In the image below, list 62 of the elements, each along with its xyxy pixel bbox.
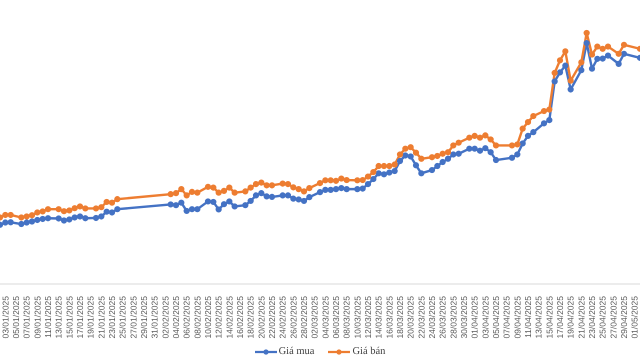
x-tick-label: 29/01/2025 <box>139 296 149 339</box>
x-tick-label: 06/02/2025 <box>182 296 192 339</box>
x-tick-label: 17/04/2025 <box>555 296 565 339</box>
x-tick-label: 22/02/2025 <box>267 296 277 339</box>
x-tick-label: 07/04/2025 <box>502 296 512 339</box>
x-tick-label: 20/03/2025 <box>406 296 416 339</box>
x-tick-label: 03/01/2025 <box>0 296 10 339</box>
x-tick-label: 28/03/2025 <box>448 296 458 339</box>
x-tick-label: 03/04/2025 <box>480 296 490 339</box>
x-tick-label: 22/03/2025 <box>416 296 426 339</box>
legend-label: Giá bán <box>352 346 386 357</box>
x-tick-label: 25/01/2025 <box>118 296 128 339</box>
x-tick-label: 24/03/2025 <box>427 296 437 339</box>
x-tick-label: 04/02/2025 <box>171 296 181 339</box>
x-tick-label: 14/02/2025 <box>224 296 234 339</box>
x-tick-label: 21/04/2025 <box>576 296 586 339</box>
x-tick-label: 21/01/2025 <box>96 296 106 339</box>
x-tick-label: 28/02/2025 <box>299 296 309 339</box>
x-tick-label: 09/04/2025 <box>512 296 522 339</box>
x-tick-label: 15/04/2025 <box>544 296 554 339</box>
x-tick-label: 12/03/2025 <box>363 296 373 339</box>
x-tick-label: 20/02/2025 <box>256 296 266 339</box>
x-tick-label: 16/02/2025 <box>235 296 245 339</box>
x-tick-label: 13/01/2025 <box>54 296 64 339</box>
x-tick-label: 11/04/2025 <box>523 296 533 338</box>
x-tick-label: 23/04/2025 <box>587 296 597 339</box>
x-tick-label: 17/01/2025 <box>75 296 85 339</box>
x-tick-label: 27/04/2025 <box>608 296 618 339</box>
x-tick-label: 19/04/2025 <box>566 296 576 339</box>
x-tick-label: 02/02/2025 <box>160 296 170 339</box>
x-tick-label: 04/03/2025 <box>320 296 330 339</box>
x-tick-label: 09/01/2025 <box>32 296 42 339</box>
x-tick-label: 16/03/2025 <box>384 296 394 339</box>
x-tick-label: 13/04/2025 <box>534 296 544 339</box>
x-tick-label: 24/02/2025 <box>278 296 288 339</box>
x-tick-label: 19/01/2025 <box>86 296 96 339</box>
x-tick-label: 02/03/2025 <box>310 296 320 339</box>
x-tick-label: 08/02/2025 <box>192 296 202 339</box>
x-tick-label: 08/03/2025 <box>342 296 352 339</box>
x-tick-label: 05/01/2025 <box>11 296 21 339</box>
x-tick-label: 26/02/2025 <box>288 296 298 339</box>
x-tick-label: 26/03/2025 <box>438 296 448 339</box>
x-tick-label: 01/04/2025 <box>470 296 480 339</box>
x-tick-label: 31/01/2025 <box>150 296 160 339</box>
x-tick-label: 01/05/2025 <box>630 296 640 339</box>
x-tick-label: 12/02/2025 <box>214 296 224 339</box>
x-tick-label: 10/02/2025 <box>203 296 213 339</box>
x-tick-label: 30/03/2025 <box>459 296 469 339</box>
x-tick-label: 18/03/2025 <box>395 296 405 339</box>
x-tick-label: 15/01/2025 <box>64 296 74 339</box>
x-tick-label: 06/03/2025 <box>331 296 341 339</box>
x-tick-label: 05/04/2025 <box>491 296 501 339</box>
x-tick-label: 14/03/2025 <box>374 296 384 339</box>
x-tick-label: 07/01/2025 <box>22 296 32 339</box>
x-tick-label: 18/02/2025 <box>246 296 256 339</box>
x-tick-label: 10/03/2025 <box>352 296 362 339</box>
x-tick-label: 29/04/2025 <box>619 296 629 339</box>
x-tick-label: 27/01/2025 <box>128 296 138 339</box>
x-tick-label: 23/01/2025 <box>107 296 117 339</box>
x-tick-label: 11/01/2025 <box>43 296 53 338</box>
legend-label: Giá mua <box>278 346 314 357</box>
x-tick-label: 25/04/2025 <box>598 296 608 339</box>
